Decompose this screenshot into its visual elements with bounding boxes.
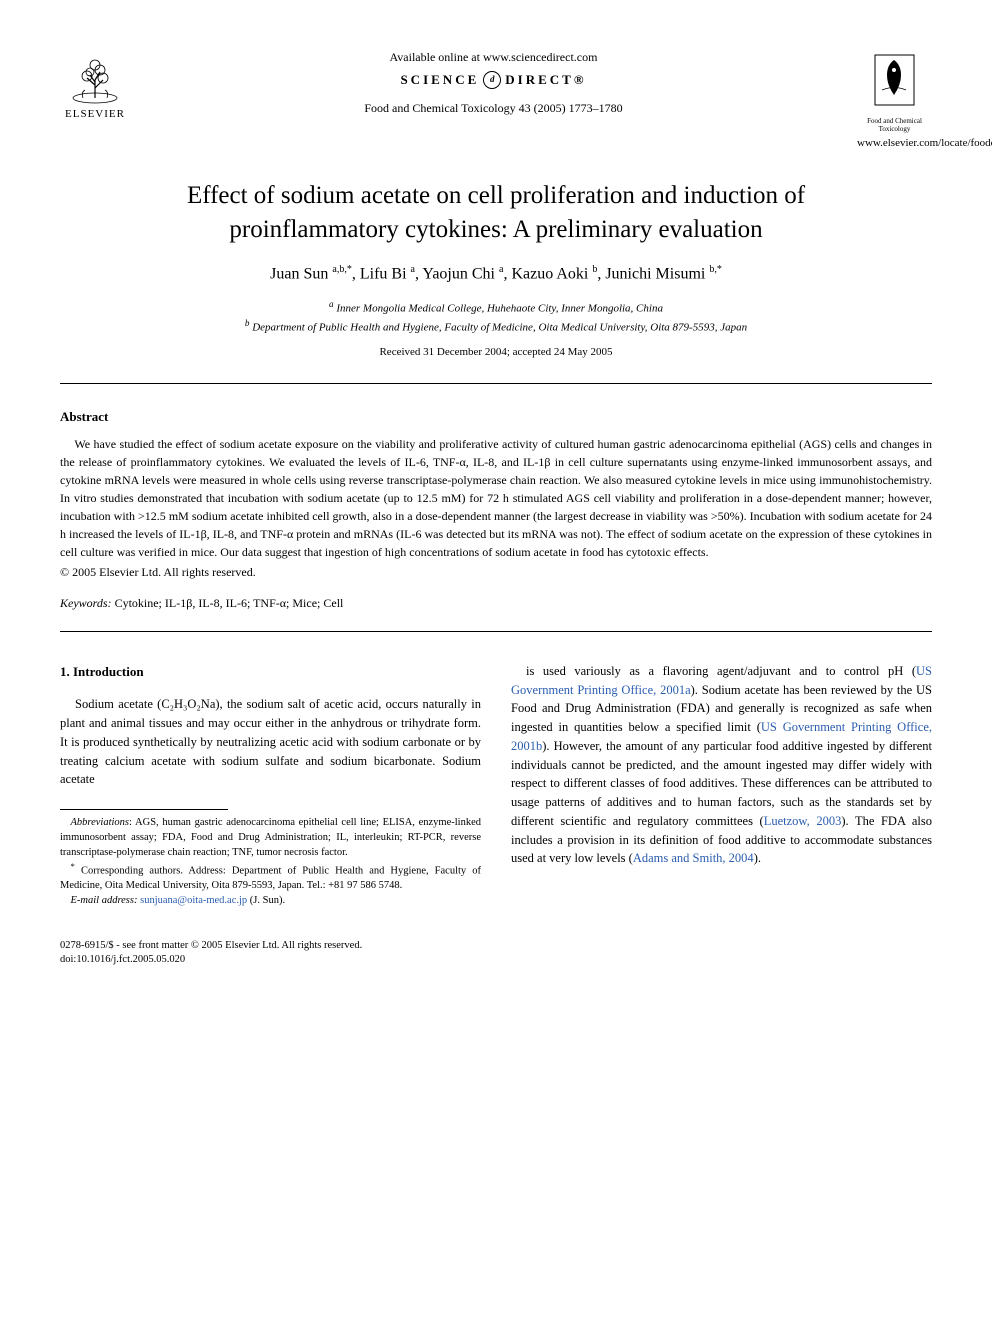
article-dates: Received 31 December 2004; accepted 24 M… [60, 346, 932, 358]
journal-small-name: Food and Chemical Toxicology [857, 117, 932, 134]
intro-para-left: Sodium acetate (C₂H₃O₂Na), the sodium sa… [60, 695, 481, 789]
left-column: 1. Introduction Sodium acetate (C₂H₃O₂Na… [60, 662, 481, 909]
center-header: Available online at www.sciencedirect.co… [130, 50, 857, 116]
issn-line: 0278-6915/$ - see front matter © 2005 El… [60, 939, 932, 954]
citation-line: Food and Chemical Toxicology 43 (2005) 1… [150, 101, 837, 116]
keywords-label: Keywords: [60, 596, 112, 610]
journal-emblem-icon [867, 50, 922, 110]
abstract-heading: Abstract [60, 409, 932, 425]
footnote-separator [60, 809, 228, 810]
email-address[interactable]: sunjuana@oita-med.ac.jp [140, 895, 247, 906]
ref-link[interactable]: Adams and Smith, 2004 [633, 851, 754, 865]
ref-link[interactable]: Luetzow, 2003 [764, 814, 842, 828]
sd-right: DIRECT® [505, 72, 586, 88]
elsevier-tree-icon [65, 50, 125, 105]
affiliation-b: b Department of Public Health and Hygien… [60, 317, 932, 336]
divider [60, 631, 932, 632]
article-title: Effect of sodium acetate on cell prolife… [100, 179, 892, 247]
keywords-text: Cytokine; IL-1β, IL-8, IL-6; TNF-α; Mice… [115, 596, 344, 610]
keywords-line: Keywords: Cytokine; IL-1β, IL-8, IL-6; T… [60, 596, 932, 611]
authors-line: Juan Sun a,b,*, Lifu Bi a, Yaojun Chi a,… [60, 264, 932, 283]
footnote-abbrev: Abbreviations: AGS, human gastric adenoc… [60, 816, 481, 860]
abbrev-label: Abbreviations [71, 817, 130, 828]
footnotes: Abbreviations: AGS, human gastric adenoc… [60, 816, 481, 909]
sd-left: SCIENCE [400, 72, 479, 88]
science-direct-logo: SCIENCE d DIRECT® [150, 71, 837, 89]
bottom-info: 0278-6915/$ - see front matter © 2005 El… [60, 939, 932, 968]
publisher-logo: ELSEVIER [60, 50, 130, 130]
header-row: ELSEVIER Available online at www.science… [60, 50, 932, 149]
email-author: (J. Sun). [250, 895, 285, 906]
doi-line: doi:10.1016/j.fct.2005.05.020 [60, 953, 932, 968]
ref-link[interactable]: US Government Printing Office, 2001b [511, 720, 932, 753]
intro-heading: 1. Introduction [60, 662, 481, 682]
ref-link[interactable]: US Government Printing Office, 2001a [511, 664, 932, 697]
intro-para-right: is used variously as a flavoring agent/a… [511, 662, 932, 868]
body-columns: 1. Introduction Sodium acetate (C₂H₃O₂Na… [60, 662, 932, 909]
abstract-section: Abstract We have studied the effect of s… [60, 409, 932, 580]
right-column: is used variously as a flavoring agent/a… [511, 662, 932, 909]
footnote-corresponding: * Corresponding authors. Address: Depart… [60, 860, 481, 894]
email-label: E-mail address: [71, 895, 138, 906]
journal-url: www.elsevier.com/locate/foodchemtox [857, 137, 932, 149]
available-online-text: Available online at www.sciencedirect.co… [150, 50, 837, 65]
divider [60, 383, 932, 384]
abstract-text: We have studied the effect of sodium ace… [60, 435, 932, 561]
sd-circle-icon: d [483, 71, 501, 89]
affiliations: a Inner Mongolia Medical College, Huheha… [60, 298, 932, 336]
abstract-copyright: © 2005 Elsevier Ltd. All rights reserved… [60, 565, 932, 580]
footnote-email: E-mail address: sunjuana@oita-med.ac.jp … [60, 894, 481, 909]
publisher-name: ELSEVIER [65, 108, 125, 120]
affiliation-a: a Inner Mongolia Medical College, Huheha… [60, 298, 932, 317]
journal-logo: Food and Chemical Toxicology www.elsevie… [857, 50, 932, 149]
